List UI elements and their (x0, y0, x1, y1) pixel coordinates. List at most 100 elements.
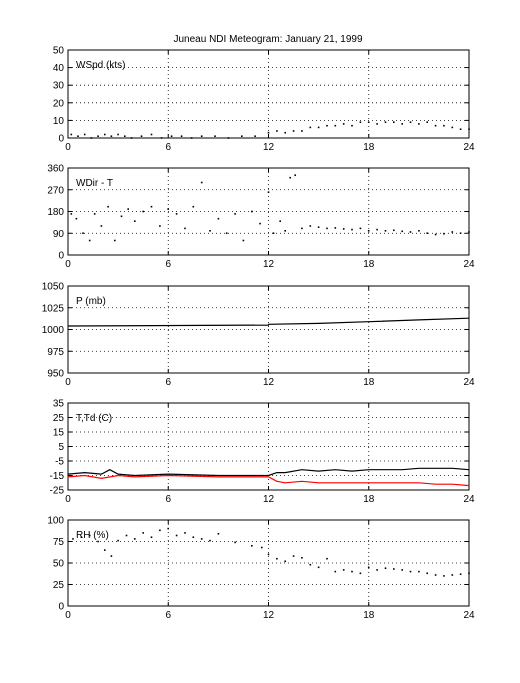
data-point (209, 230, 211, 232)
data-point (200, 538, 203, 540)
data-point (104, 549, 106, 551)
data-point (184, 532, 186, 534)
panel-label: P (mb) (76, 296, 106, 307)
data-point (234, 213, 236, 215)
data-point (426, 121, 428, 123)
data-point (167, 208, 169, 210)
y-tick-label: 35 (53, 399, 65, 410)
data-point (468, 231, 470, 233)
x-tick-label: 6 (165, 259, 171, 270)
data-point (117, 133, 119, 136)
data-point (294, 174, 296, 176)
series-line-1 (67, 467, 470, 477)
x-tick-label: 0 (65, 494, 71, 505)
data-point (326, 124, 328, 127)
x-tick-label: 18 (363, 259, 375, 270)
data-point (284, 230, 286, 232)
data-point (159, 225, 161, 227)
data-point (110, 555, 113, 557)
y-tick-label: 270 (47, 185, 64, 196)
panel-2: 0 6 12 18 24 0 90 180 270 360 WDir - T (47, 164, 475, 271)
series-line-2 (67, 474, 470, 487)
panel-label: WSpd (kts) (76, 60, 125, 71)
data-point (175, 534, 178, 537)
data-point (83, 133, 86, 136)
data-point (426, 232, 428, 234)
panel-label: WDir - T (76, 178, 113, 189)
data-point (150, 133, 153, 136)
data-point (468, 128, 470, 130)
data-point (88, 534, 91, 537)
x-tick-label: 6 (165, 142, 171, 153)
data-point (401, 123, 403, 125)
y-tick-label: 40 (53, 63, 65, 74)
data-point (443, 124, 445, 127)
data-point (384, 567, 387, 569)
data-point (276, 557, 278, 560)
x-tick-label: 12 (263, 610, 275, 621)
x-tick-label: 24 (463, 259, 475, 270)
data-point (409, 570, 412, 573)
data-point (301, 130, 303, 132)
data-point (72, 538, 74, 540)
y-tick-label: 30 (53, 81, 65, 92)
data-point (451, 126, 454, 129)
data-point (80, 536, 83, 538)
data-point (426, 572, 428, 575)
data-point (272, 232, 275, 234)
data-point (459, 573, 462, 575)
data-point (150, 536, 153, 538)
data-point (434, 124, 437, 127)
figure-title: Juneau NDI Meteogram: January 21, 1999 (174, 34, 363, 45)
x-tick-label: 6 (165, 377, 171, 388)
data-point (214, 135, 216, 137)
data-point (401, 230, 403, 233)
data-point (77, 135, 79, 137)
x-tick-label: 18 (363, 377, 375, 388)
data-point (142, 210, 144, 213)
data-point (159, 529, 161, 532)
data-point (359, 121, 362, 123)
data-point (317, 226, 320, 228)
data-point (75, 217, 78, 220)
data-point (192, 536, 195, 538)
data-point (292, 555, 295, 557)
x-tick-label: 0 (65, 377, 71, 388)
data-point (359, 572, 362, 575)
data-point (70, 213, 73, 215)
y-tick-label: 10 (53, 116, 65, 127)
data-point (409, 231, 412, 233)
x-tick-label: 24 (463, 377, 475, 388)
y-tick-label: 15 (53, 428, 65, 439)
data-point (342, 569, 345, 571)
data-point (279, 220, 281, 222)
data-point (227, 137, 230, 139)
data-point (114, 239, 116, 242)
data-point (97, 540, 99, 543)
x-tick-label: 12 (263, 259, 275, 270)
data-point (334, 227, 337, 229)
data-point (180, 135, 183, 137)
data-point (251, 210, 253, 213)
panel-4: 0 6 12 18 24 -25 -15 -5 5 15 25 35 T,Td (C) (50, 399, 475, 506)
data-point (351, 124, 353, 127)
data-point (242, 239, 245, 242)
y-tick-label: 0 (58, 251, 64, 262)
data-point (317, 126, 320, 129)
data-point (142, 532, 144, 534)
data-point (334, 570, 337, 573)
y-tick-label: -15 (50, 471, 65, 482)
data-point (234, 541, 236, 544)
data-point (127, 208, 129, 210)
data-point (267, 131, 270, 134)
data-point (459, 128, 462, 130)
data-point (451, 574, 454, 576)
data-point (190, 137, 193, 139)
y-tick-label: 90 (53, 229, 65, 240)
data-point (443, 232, 445, 235)
data-point (167, 527, 169, 530)
data-point (254, 135, 256, 137)
data-point (200, 181, 203, 184)
panel-label: T,Td (C) (76, 413, 112, 424)
